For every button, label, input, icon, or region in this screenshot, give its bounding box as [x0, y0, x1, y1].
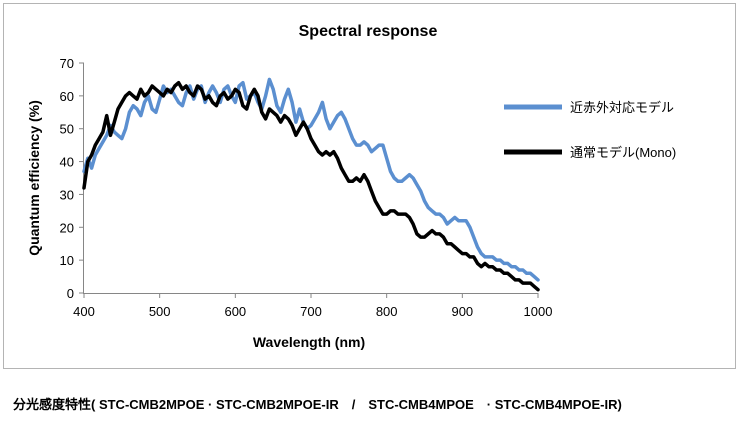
y-tick-label: 10	[60, 253, 74, 268]
y-tick-label: 20	[60, 220, 74, 235]
y-tick-label: 40	[60, 155, 74, 170]
x-tick-label: 900	[451, 304, 473, 319]
y-tick-label: 70	[60, 56, 74, 71]
x-tick-label: 500	[149, 304, 171, 319]
legend-label-nir-model: 近赤外対応モデル	[570, 100, 674, 115]
spectral-response-chart: Spectral response 0 10 20 30 40 50 60 70 400 500…	[26, 23, 676, 350]
legend-label-mono-model: 通常モデル(Mono)	[570, 145, 676, 160]
chart-frame: Spectral response 0 10 20 30 40 50 60 70 400 500…	[3, 3, 736, 369]
x-tick-label: 700	[300, 304, 322, 319]
y-tick-label: 30	[60, 187, 74, 202]
x-tick-label: 400	[73, 304, 95, 319]
figure-caption: 分光感度特性( STC-CMB2MPOE · STC-CMB2MPOE-IR /…	[13, 397, 622, 412]
y-axis-ticks: 0 10 20 30 40 50 60 70	[60, 56, 84, 301]
chart-title: Spectral response	[299, 23, 438, 40]
series-line-nir-model	[82, 77, 540, 282]
legend: 近赤外対応モデル 通常モデル(Mono)	[504, 100, 676, 160]
x-tick-label: 600	[224, 304, 246, 319]
y-tick-label: 50	[60, 122, 74, 137]
x-axis-label: Wavelength (nm)	[253, 334, 365, 350]
x-axis-ticks: 400 500 600 700 800 900 1000	[73, 293, 552, 319]
series-line-mono-model	[82, 80, 540, 292]
x-tick-label: 1000	[524, 304, 553, 319]
y-tick-label: 60	[60, 89, 74, 104]
series-lines	[82, 77, 540, 292]
x-tick-label: 800	[376, 304, 398, 319]
y-tick-label: 0	[67, 286, 74, 301]
y-axis-label: Quantum efficiency (%)	[26, 100, 42, 256]
